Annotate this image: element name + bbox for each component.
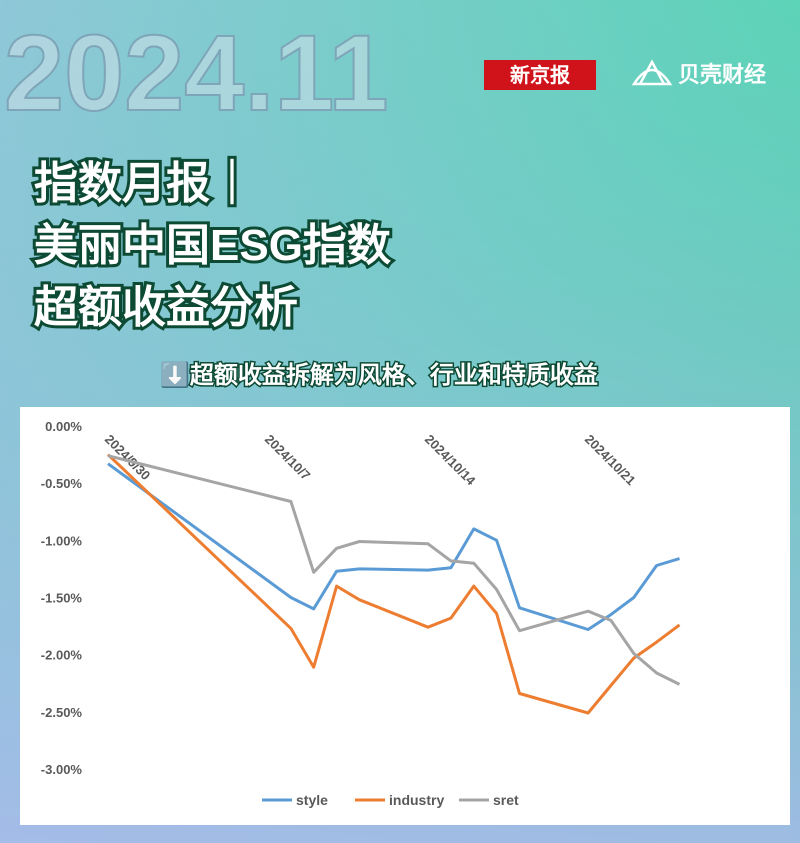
series-line <box>107 462 680 631</box>
legend-label: style <box>296 792 328 808</box>
title-line: 美丽中国ESG指数 <box>34 221 391 270</box>
y-tick-label: -1.00% <box>41 533 83 548</box>
series-line <box>107 454 681 686</box>
legend-label: industry <box>389 792 444 808</box>
y-tick-label: -0.50% <box>41 476 83 491</box>
big-date: 2024.11 <box>4 12 388 133</box>
y-tick-label: -1.50% <box>41 591 83 606</box>
y-tick-label: 0.00% <box>45 419 82 434</box>
y-tick-label: -3.00% <box>41 762 83 777</box>
title-line: 超额收益分析 <box>34 283 298 332</box>
subtitle: ⬇️超额收益拆解为风格、行业和特质收益 <box>160 361 598 389</box>
brand1: 新京报 <box>510 63 570 87</box>
brand2: 贝壳财经 <box>678 62 766 87</box>
brand-box <box>484 60 596 90</box>
legend-label: sret <box>493 792 519 808</box>
title-line: 指数月报｜ <box>34 158 254 208</box>
y-tick-label: -2.50% <box>41 705 83 720</box>
y-tick-label: -2.00% <box>41 648 83 663</box>
series-line <box>106 453 681 715</box>
chart-panel <box>20 407 790 825</box>
brand-logo <box>631 59 673 86</box>
